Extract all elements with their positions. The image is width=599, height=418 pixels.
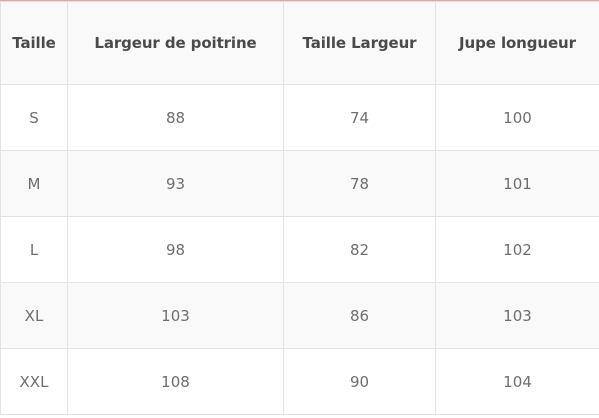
- cell-waist-width: 90: [283, 348, 436, 415]
- cell-chest-width: 108: [67, 348, 284, 415]
- top-accent-line: [0, 0, 599, 1]
- header-jupe-longueur: Jupe longueur: [435, 1, 599, 85]
- cell-chest-width: 98: [67, 216, 284, 283]
- cell-chest-width: 103: [67, 282, 284, 349]
- table-row: S 88 74 100: [0, 84, 599, 151]
- cell-size: S: [0, 84, 68, 151]
- cell-skirt-length: 101: [435, 150, 599, 217]
- cell-chest-width: 93: [67, 150, 284, 217]
- header-row: Taille Largeur de poitrine Taille Largeu…: [0, 1, 599, 85]
- cell-chest-width: 88: [67, 84, 284, 151]
- header-largeur-de-poitrine: Largeur de poitrine: [67, 1, 284, 85]
- table-row: L 98 82 102: [0, 216, 599, 283]
- cell-size: M: [0, 150, 68, 217]
- cell-size: XL: [0, 282, 68, 349]
- header-taille-largeur: Taille Largeur: [283, 1, 436, 85]
- cell-skirt-length: 100: [435, 84, 599, 151]
- cell-skirt-length: 104: [435, 348, 599, 415]
- cell-skirt-length: 103: [435, 282, 599, 349]
- cell-waist-width: 78: [283, 150, 436, 217]
- cell-skirt-length: 102: [435, 216, 599, 283]
- cell-waist-width: 74: [283, 84, 436, 151]
- table-row: XL 103 86 103: [0, 282, 599, 349]
- header-taille: Taille: [0, 1, 68, 85]
- cell-size: XXL: [0, 348, 68, 415]
- table-row: M 93 78 101: [0, 150, 599, 217]
- cell-waist-width: 86: [283, 282, 436, 349]
- table-row: XXL 108 90 104: [0, 348, 599, 415]
- cell-size: L: [0, 216, 68, 283]
- cell-waist-width: 82: [283, 216, 436, 283]
